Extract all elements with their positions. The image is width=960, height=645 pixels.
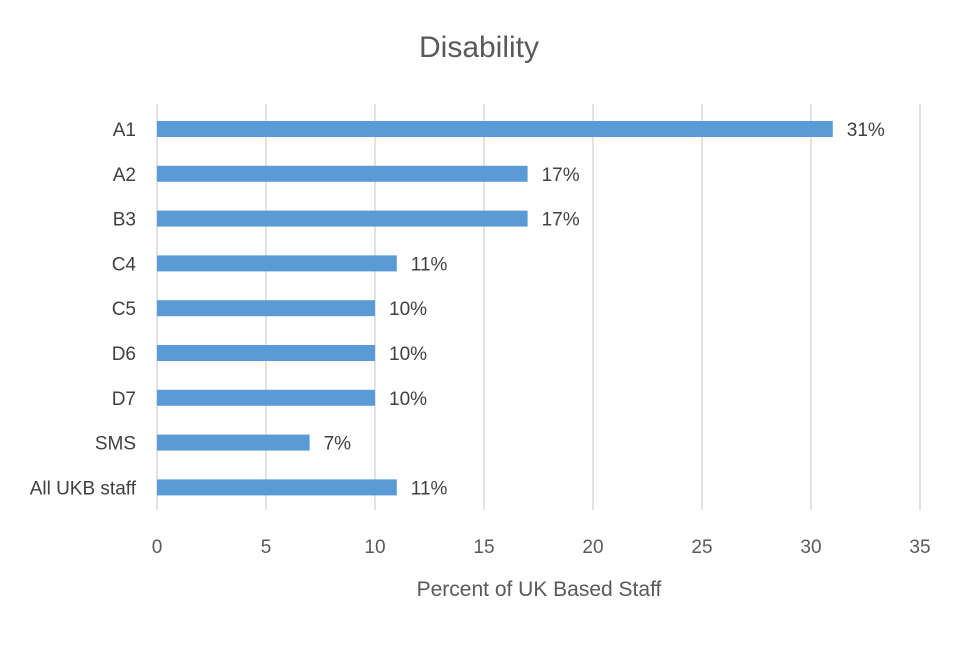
data-label: 17%: [542, 165, 580, 186]
bar: [157, 121, 833, 137]
category-label: SMS: [95, 434, 136, 455]
x-tick-label: 30: [800, 537, 821, 558]
x-tick-label: 15: [473, 537, 494, 558]
chart-title: Disability: [419, 31, 539, 64]
category-label: C5: [112, 299, 136, 320]
bars: [157, 121, 833, 496]
data-label: 7%: [324, 434, 352, 455]
x-tick-label: 25: [691, 537, 712, 558]
bar: [157, 434, 310, 451]
data-label: 10%: [389, 344, 427, 365]
x-tick-label: 0: [152, 537, 163, 558]
data-label: 11%: [411, 254, 448, 275]
category-label: D6: [112, 344, 136, 365]
data-label: 11%: [411, 478, 448, 499]
category-labels: A1 A2 B3 C4 C5 D6 D7 SMS All UKB staff: [30, 120, 137, 499]
category-label: B3: [113, 210, 136, 231]
bar: [157, 345, 375, 361]
data-labels: 31% 17% 17% 11% 10% 10% 10% 7% 11%: [324, 120, 885, 499]
bar: [157, 210, 528, 227]
bar: [157, 255, 397, 272]
x-tick-label: 20: [582, 537, 603, 558]
x-tick-label: 35: [909, 537, 930, 558]
x-axis-ticks: 0 5 10 15 20 25 30 35: [152, 537, 931, 558]
category-label: A2: [113, 165, 136, 186]
data-label: 31%: [847, 120, 885, 141]
bar: [157, 300, 375, 317]
x-axis-title: Percent of UK Based Staff: [417, 578, 662, 601]
category-label: C4: [112, 254, 137, 275]
category-label: D7: [112, 389, 136, 410]
category-label: A1: [113, 120, 136, 141]
x-tick-label: 10: [364, 537, 385, 558]
data-label: 10%: [389, 299, 427, 320]
x-tick-label: 5: [261, 537, 272, 558]
category-label: All UKB staff: [30, 478, 137, 499]
data-label: 10%: [389, 389, 427, 410]
bar: [157, 165, 528, 182]
bar: [157, 389, 375, 406]
bar: [157, 479, 397, 496]
data-label: 17%: [542, 210, 580, 231]
